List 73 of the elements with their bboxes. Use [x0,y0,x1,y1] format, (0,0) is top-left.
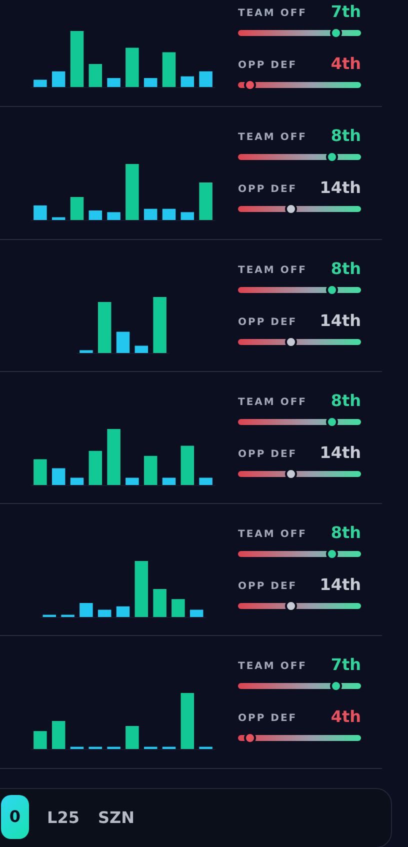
text: OPP DEF [238,184,298,195]
bar [134,561,148,617]
bar [70,197,84,220]
bar [153,297,166,353]
bar [70,478,84,485]
bar [116,606,130,617]
text: 14th [320,178,361,197]
bar [88,450,102,485]
bar [144,78,158,87]
text: SZN [98,808,135,827]
bar [199,71,212,87]
bar [199,478,212,485]
bar [144,456,158,485]
bar [34,731,47,749]
bar [162,208,176,220]
text: OPP DEF [238,60,298,71]
bar [180,76,194,87]
text: 8th [330,126,361,145]
text: 8th [330,523,361,542]
bar [52,71,66,87]
bar [88,210,102,220]
text: TEAM OFF [238,132,307,143]
bar [126,478,139,485]
bar [126,48,139,87]
bar [34,80,47,87]
bar [126,726,139,749]
text: OPP DEF [238,713,298,724]
bar [70,31,84,87]
bar [80,603,93,617]
bar [88,64,102,87]
text: TEAM OFF [238,529,307,540]
text: 4th [330,54,361,73]
text: TEAM OFF [238,265,307,276]
bar [52,721,66,749]
text: TEAM OFF [238,8,307,19]
bar [34,205,47,220]
text: 7th [330,2,361,21]
bar [116,332,130,353]
text: TEAM OFF [238,397,307,408]
text: OPP DEF [238,317,298,328]
bar [162,478,176,485]
text: OPP DEF [238,581,298,592]
bar [34,459,47,485]
bar [134,346,148,353]
text: 14th [320,443,361,462]
bar [107,78,120,87]
bar [172,599,185,617]
bar [199,182,212,220]
bar [107,429,120,485]
bar [52,217,66,220]
text: TEAM OFF [238,661,307,672]
text: 4th [330,707,361,726]
text: 8th [330,391,361,410]
bar [98,610,112,617]
bar [180,212,194,220]
bar [80,350,93,353]
text: 0 [1,795,29,839]
text: 8th [330,259,361,278]
bar [52,468,66,485]
bar [144,208,158,220]
bar [126,164,139,220]
bar [180,446,194,485]
bar [180,693,194,749]
bar [190,610,204,617]
bar [107,212,120,220]
text: L25 [47,808,80,827]
bar [153,589,166,617]
bar [98,302,112,353]
bar [162,52,176,87]
text: 14th [320,575,361,594]
text: OPP DEF [238,449,298,460]
text: 7th [330,655,361,674]
text: 14th [320,311,361,330]
